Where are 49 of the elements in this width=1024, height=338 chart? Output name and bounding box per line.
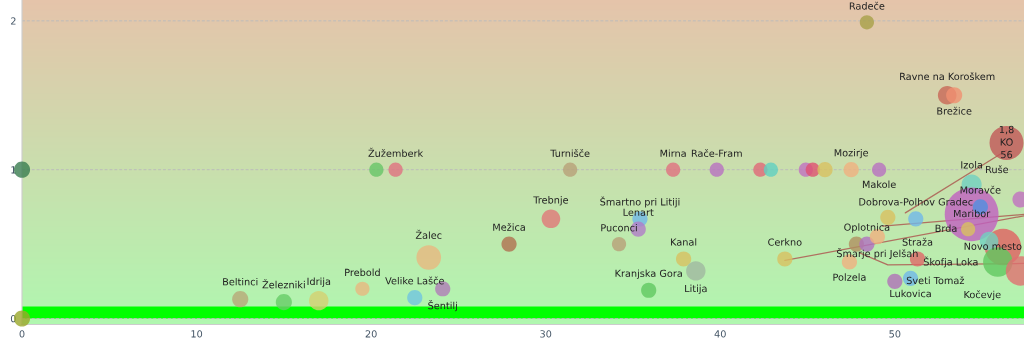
annotation: Rače-Fram — [691, 149, 742, 157]
annotation: Beltinci — [223, 277, 258, 286]
annotation: Oplotnica — [844, 223, 890, 233]
annotation: Velike Lašče — [385, 276, 444, 285]
annotation: Kanal — [671, 238, 697, 246]
annotation: Radeče — [849, 1, 885, 10]
x-tick-label: 10 — [191, 330, 203, 338]
annotation: Puconci — [601, 223, 637, 232]
annotation: Mozirje — [834, 148, 869, 159]
annotation: Brda — [935, 224, 957, 233]
annotation: Turnišče — [550, 149, 590, 157]
annotation: Trebnje — [533, 196, 569, 206]
annotation: Lukovica — [890, 289, 931, 298]
annotation: Cerkno — [768, 238, 802, 246]
annotation: Litija — [685, 284, 707, 295]
annotation: Idrija — [307, 277, 331, 287]
annotation: Makole — [862, 180, 896, 189]
annotation: Moravče — [960, 185, 1001, 194]
x-tick-label: 0 — [19, 330, 25, 338]
x-tick-label: 50 — [889, 330, 901, 338]
annotation: Novo mesto — [964, 242, 1022, 250]
y-tick-label: 2 — [10, 17, 16, 25]
annotation: Žužemberk — [368, 147, 424, 157]
annotation: 1,8 — [999, 125, 1014, 135]
annotation: Žalec — [415, 229, 442, 239]
annotation: Polzela — [833, 273, 866, 281]
annotation: Kranjska Gora — [615, 269, 682, 279]
annotation: Maribor — [954, 209, 991, 218]
x-tick-label: 30 — [540, 330, 552, 338]
annotation: Sveti Tomaž — [906, 276, 965, 285]
annotation: KO — [1000, 138, 1013, 146]
annotation: Šmarje pri Jelšah — [836, 248, 918, 260]
annotation: Izola — [961, 161, 983, 169]
x-tick-label: 20 — [365, 330, 377, 338]
annotation: Šmartno pri Litiji — [600, 196, 680, 208]
x-tick-label: 40 — [714, 330, 726, 338]
annotation: Ruše — [986, 165, 1009, 174]
annotation: Prebold — [345, 268, 380, 277]
annotation: Mirna — [660, 149, 686, 157]
y-tick-label: 1 — [11, 166, 16, 174]
annotation: Kočevje — [964, 290, 1001, 301]
annotation: Straža — [902, 237, 933, 246]
annotation: Mežica — [493, 222, 525, 231]
annotation: Lenart — [623, 208, 654, 216]
annotation: Ravne na Koroškem — [900, 72, 995, 81]
annotation: Brežice — [937, 106, 972, 115]
annotation: Železniki — [262, 279, 305, 289]
y-tick-label: 0 — [10, 315, 16, 323]
annotation: 56 — [1001, 150, 1013, 159]
